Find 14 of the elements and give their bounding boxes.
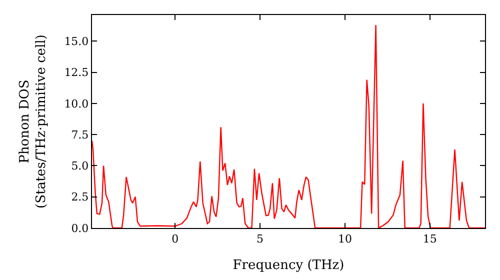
y-tick-label: 2.5 bbox=[71, 190, 89, 204]
x-tick-label: 5 bbox=[256, 232, 264, 246]
x-tick-label: 15 bbox=[422, 232, 437, 246]
x-tick-label: 0 bbox=[172, 232, 179, 246]
x-tick-label: 10 bbox=[338, 232, 352, 246]
y-tick-label: 10.0 bbox=[64, 97, 89, 110]
y-axis-title: Phonon DOS (States/THz·primitive cell) bbox=[17, 34, 50, 209]
y-tick-label: 0.0 bbox=[71, 222, 89, 235]
y-tick-label: 5.0 bbox=[71, 160, 89, 173]
line-series bbox=[92, 24, 485, 228]
y-tick-label: 12.5 bbox=[64, 66, 89, 80]
x-axis-title: Frequency (THz) bbox=[232, 258, 344, 273]
y-tick-label: 7.5 bbox=[71, 128, 89, 142]
y-tick-label: 15.0 bbox=[64, 35, 89, 48]
